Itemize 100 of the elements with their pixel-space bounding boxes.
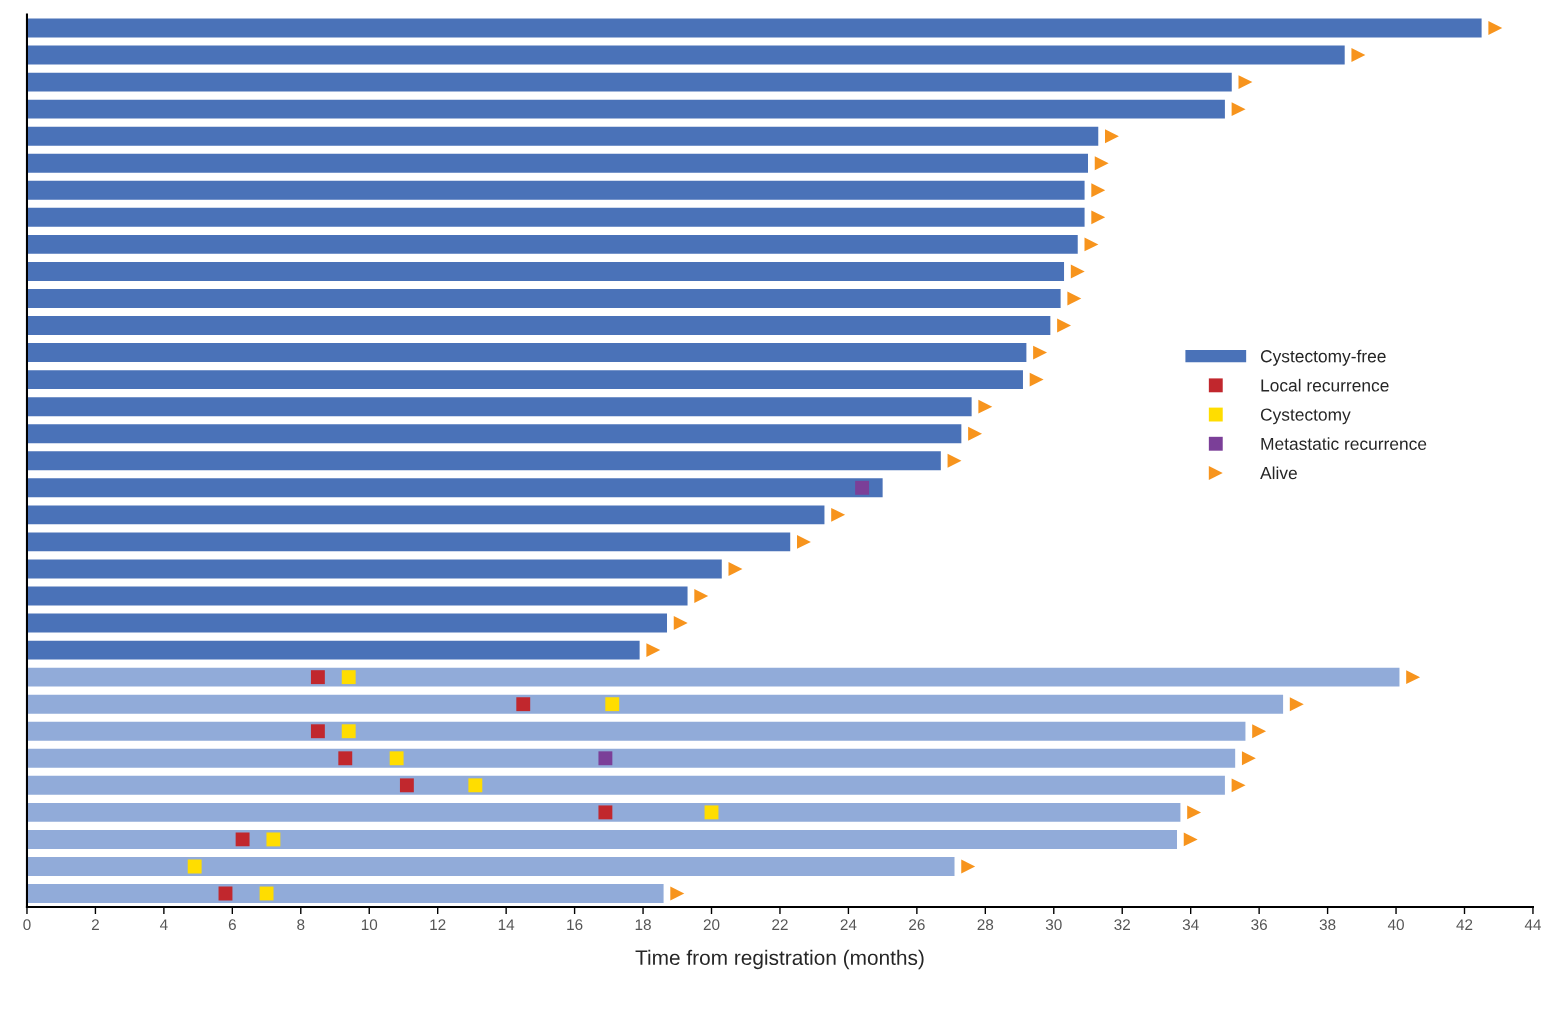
- bar: [26, 370, 1023, 390]
- x-tick-label: 28: [977, 919, 994, 931]
- point: [1238, 75, 1253, 90]
- bar: [26, 586, 688, 606]
- point: [961, 859, 976, 874]
- point: [266, 832, 281, 847]
- x-tick-label: 8: [297, 919, 305, 931]
- point: [1183, 832, 1198, 847]
- point: [947, 453, 962, 468]
- bar: [26, 289, 1061, 308]
- bar: [26, 559, 722, 579]
- x-tick-label: 20: [703, 919, 720, 931]
- x-tick-label: 10: [361, 919, 378, 931]
- bar: [26, 316, 1051, 335]
- point: [1057, 318, 1071, 333]
- bar: [26, 99, 1225, 119]
- bar: [26, 45, 1345, 65]
- x-tick-label: 38: [1319, 919, 1336, 931]
- point: [389, 751, 404, 766]
- legend-label: Cystectomy: [1260, 408, 1351, 425]
- bar: [26, 18, 1482, 38]
- point: [1187, 805, 1202, 820]
- x-tick-label: 40: [1387, 919, 1404, 931]
- x-tick-label: 22: [772, 919, 788, 930]
- bar: [26, 153, 1088, 173]
- bar: [26, 775, 1225, 795]
- point: [1029, 372, 1044, 387]
- point: [1091, 183, 1106, 198]
- point: [1094, 156, 1109, 171]
- point: [598, 751, 613, 766]
- point: [338, 751, 353, 766]
- point: [187, 859, 202, 874]
- point: [670, 886, 685, 901]
- legend-label: Metastatic recurrence: [1261, 437, 1427, 450]
- bar: [26, 829, 1177, 849]
- point: [704, 805, 719, 820]
- point: [1231, 778, 1246, 793]
- bar: [26, 667, 1400, 687]
- point: [1231, 102, 1246, 117]
- x-tick-label: 2: [91, 919, 99, 930]
- point: [1289, 697, 1304, 712]
- point: [1070, 264, 1085, 279]
- point: [1488, 21, 1503, 35]
- point: [694, 589, 709, 603]
- point: [1351, 48, 1366, 62]
- point: [341, 670, 356, 685]
- point: [1033, 345, 1048, 360]
- x-tick-label: 32: [1114, 919, 1130, 931]
- point: [831, 507, 846, 522]
- bar: [26, 532, 791, 552]
- point: [310, 724, 325, 739]
- point: [968, 426, 982, 441]
- x-tick-label: 18: [635, 919, 651, 931]
- point: [855, 480, 870, 495]
- x-tick-label: 0: [23, 919, 31, 931]
- point: [1067, 291, 1082, 306]
- bar: [26, 748, 1236, 768]
- x-tick-label: 14: [498, 919, 515, 930]
- x-tick-label: 42: [1456, 919, 1473, 930]
- x-tick-label: 24: [840, 919, 857, 930]
- point: [728, 562, 743, 576]
- legend-label: Local recurrence: [1261, 378, 1389, 392]
- point: [673, 616, 688, 630]
- x-axis-title: Time from registration (months): [635, 949, 924, 970]
- x-tick-label: 44: [1524, 919, 1541, 930]
- bar: [26, 613, 668, 633]
- point: [796, 534, 811, 549]
- bar: [26, 397, 972, 417]
- x-tick-label: 16: [567, 919, 583, 931]
- bar: [26, 180, 1085, 200]
- point: [1252, 724, 1267, 739]
- point: [1091, 210, 1106, 225]
- bar: [26, 802, 1181, 822]
- bar: [26, 234, 1078, 254]
- bar: [26, 857, 955, 876]
- point: [605, 697, 620, 712]
- point: [259, 886, 274, 901]
- point: [598, 805, 613, 820]
- point: [341, 724, 356, 739]
- legend-label: Alive: [1260, 466, 1297, 480]
- point: [235, 832, 250, 847]
- point: [516, 697, 531, 712]
- x-tick-label: 12: [430, 919, 446, 930]
- point: [1406, 670, 1421, 685]
- bar: [26, 884, 664, 903]
- bar: [26, 640, 640, 660]
- point: [978, 399, 993, 414]
- point: [399, 778, 414, 793]
- point: [1105, 129, 1119, 144]
- point: [310, 670, 325, 685]
- point: [468, 778, 483, 793]
- bar: [26, 126, 1099, 146]
- bar: [26, 721, 1246, 741]
- bar: [26, 343, 1027, 363]
- bar: [26, 478, 883, 498]
- point: [1241, 751, 1256, 766]
- bar: [26, 505, 825, 525]
- x-tick-label: 4: [159, 919, 168, 930]
- bar: [26, 261, 1065, 281]
- bar: [26, 72, 1232, 92]
